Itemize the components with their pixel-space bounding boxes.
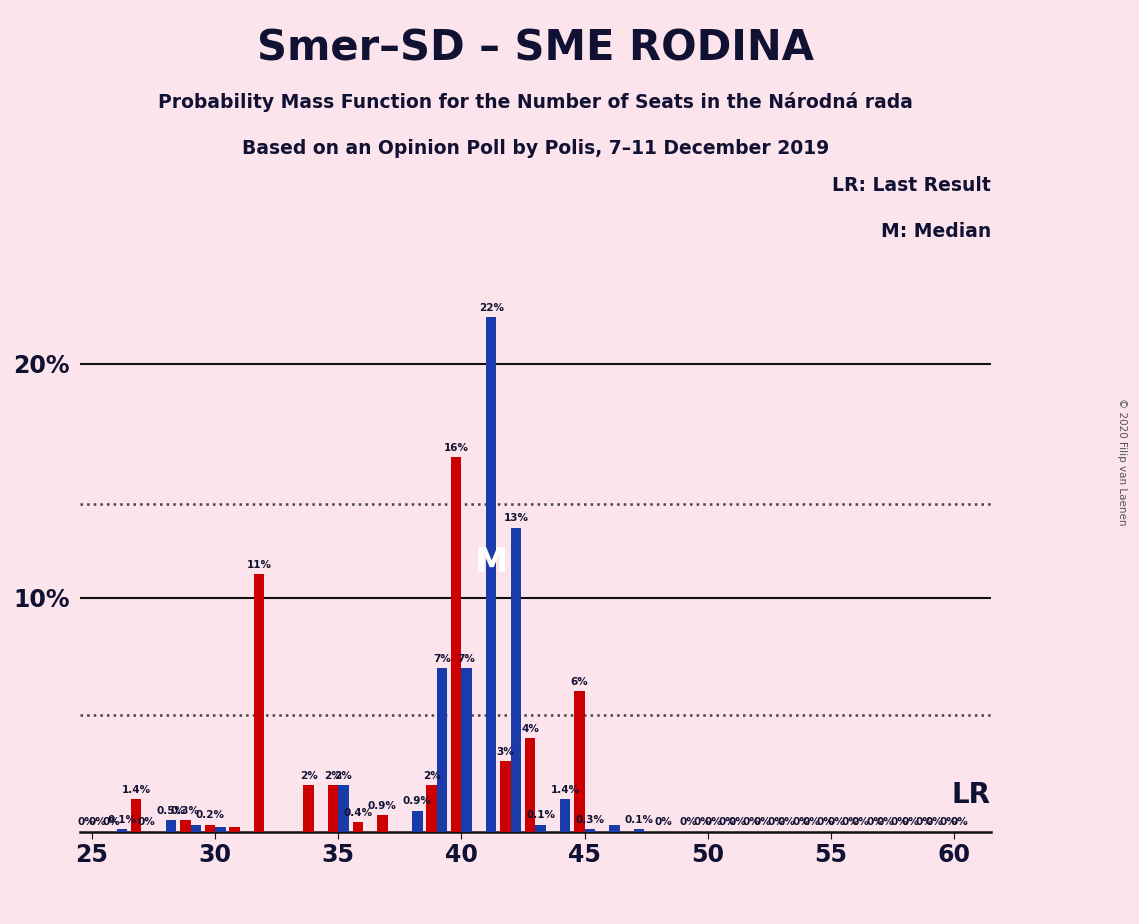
Text: 0.3%: 0.3% (575, 815, 605, 825)
Text: 0%: 0% (77, 818, 96, 827)
Text: 11%: 11% (247, 560, 272, 570)
Bar (116, 829, 128, 832)
Text: © 2020 Filip van Laenen: © 2020 Filip van Laenen (1117, 398, 1126, 526)
Text: 2%: 2% (300, 771, 318, 781)
Text: 0.5%: 0.5% (156, 806, 186, 816)
Text: 16%: 16% (444, 444, 469, 454)
Text: 4%: 4% (522, 723, 539, 734)
Text: 0%: 0% (743, 818, 761, 827)
Text: 0%: 0% (866, 818, 884, 827)
Text: 0.1%: 0.1% (526, 810, 555, 821)
Text: 0%: 0% (891, 818, 909, 827)
Bar (303, 784, 313, 832)
Text: 0%: 0% (694, 818, 712, 827)
Text: 0.9%: 0.9% (403, 796, 432, 807)
Bar (437, 668, 448, 832)
Text: 0%: 0% (719, 818, 736, 827)
Bar (574, 691, 584, 832)
Bar (560, 799, 571, 832)
Text: Probability Mass Function for the Number of Seats in the Národná rada: Probability Mass Function for the Number… (158, 92, 912, 113)
Text: 0%: 0% (768, 818, 785, 827)
Text: M: Median: M: Median (880, 222, 991, 241)
Text: 0%: 0% (926, 818, 943, 827)
Text: 2%: 2% (325, 771, 342, 781)
Text: 7%: 7% (458, 653, 476, 663)
Bar (215, 827, 226, 832)
Bar (584, 829, 595, 832)
Text: 0%: 0% (793, 818, 810, 827)
Text: 22%: 22% (478, 303, 503, 313)
Bar (535, 824, 546, 832)
Text: 0%: 0% (103, 818, 121, 827)
Text: 0%: 0% (138, 818, 155, 827)
Text: 0%: 0% (940, 818, 958, 827)
Text: 1.4%: 1.4% (550, 784, 580, 795)
Text: 6%: 6% (571, 677, 588, 687)
Text: 0.1%: 0.1% (624, 815, 654, 825)
Text: Smer–SD – SME RODINA: Smer–SD – SME RODINA (256, 28, 814, 69)
Bar (254, 575, 264, 832)
Text: 0%: 0% (852, 818, 869, 827)
Bar (166, 820, 177, 832)
Bar (377, 815, 387, 832)
Bar (190, 824, 200, 832)
Bar (229, 827, 240, 832)
Text: 0.9%: 0.9% (368, 801, 396, 811)
Bar (609, 824, 620, 832)
Text: 3%: 3% (497, 748, 515, 758)
Text: 0.4%: 0.4% (343, 808, 372, 818)
Bar (500, 761, 510, 832)
Bar (180, 820, 190, 832)
Bar (328, 784, 338, 832)
Text: 0%: 0% (778, 818, 796, 827)
Text: 0%: 0% (655, 818, 672, 827)
Bar (510, 528, 521, 832)
Text: 0%: 0% (679, 818, 697, 827)
Text: 0%: 0% (901, 818, 919, 827)
Text: 0.1%: 0.1% (107, 815, 137, 825)
Bar (451, 457, 461, 832)
Text: 0%: 0% (803, 818, 820, 827)
Bar (131, 799, 141, 832)
Bar (486, 317, 497, 832)
Text: 0%: 0% (729, 818, 746, 827)
Bar (353, 822, 363, 832)
Text: 0%: 0% (89, 818, 106, 827)
Text: 0%: 0% (876, 818, 894, 827)
Text: 0%: 0% (704, 818, 722, 827)
Text: 7%: 7% (433, 653, 451, 663)
Text: Based on an Opinion Poll by Polis, 7–11 December 2019: Based on an Opinion Poll by Polis, 7–11 … (241, 139, 829, 158)
Text: 0%: 0% (817, 818, 835, 827)
Text: M: M (475, 546, 508, 579)
Bar (205, 824, 215, 832)
Text: LR: Last Result: LR: Last Result (833, 176, 991, 195)
Text: 2%: 2% (335, 771, 352, 781)
Text: 0.2%: 0.2% (196, 810, 224, 821)
Text: 0%: 0% (842, 818, 859, 827)
Bar (412, 810, 423, 832)
Bar (338, 784, 349, 832)
Text: 1.4%: 1.4% (122, 784, 150, 795)
Bar (426, 784, 437, 832)
Text: 0%: 0% (753, 818, 771, 827)
Bar (461, 668, 472, 832)
Text: 2%: 2% (423, 771, 441, 781)
Text: 0%: 0% (916, 818, 933, 827)
Text: 13%: 13% (503, 514, 528, 523)
Bar (633, 829, 645, 832)
Text: 0.3%: 0.3% (171, 806, 199, 816)
Text: 0%: 0% (827, 818, 845, 827)
Bar (525, 738, 535, 832)
Text: 0%: 0% (950, 818, 968, 827)
Text: LR: LR (952, 781, 991, 808)
